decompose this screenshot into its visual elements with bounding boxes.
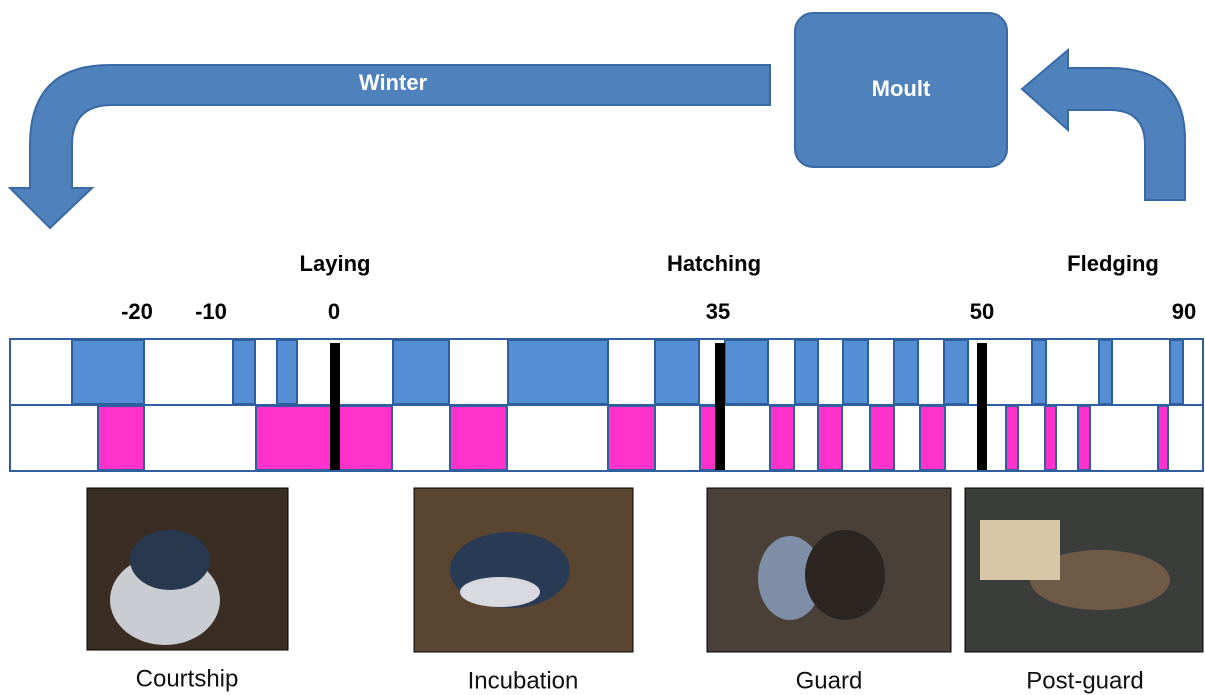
event-label: Hatching <box>667 251 761 276</box>
stage-caption: Incubation <box>468 667 579 694</box>
winter-label: Winter <box>359 70 428 95</box>
day-label: 90 <box>1172 299 1196 324</box>
winter-arrow <box>7 64 771 230</box>
timeline <box>9 338 1204 472</box>
return-arrow <box>1020 47 1186 201</box>
moult-label: Moult <box>872 76 931 101</box>
moult-box <box>794 12 1008 168</box>
day-label: -10 <box>195 299 227 324</box>
day-label: 35 <box>706 299 730 324</box>
photos <box>86 487 1204 653</box>
stage-caption: Guard <box>796 667 863 694</box>
day-label: 0 <box>328 299 340 324</box>
day-label: 50 <box>970 299 994 324</box>
event-label: Laying <box>300 251 371 276</box>
stage-caption: Courtship <box>136 665 239 692</box>
stage-caption: Post-guard <box>1026 667 1143 694</box>
day-label: -20 <box>121 299 153 324</box>
event-label: Fledging <box>1067 251 1159 276</box>
